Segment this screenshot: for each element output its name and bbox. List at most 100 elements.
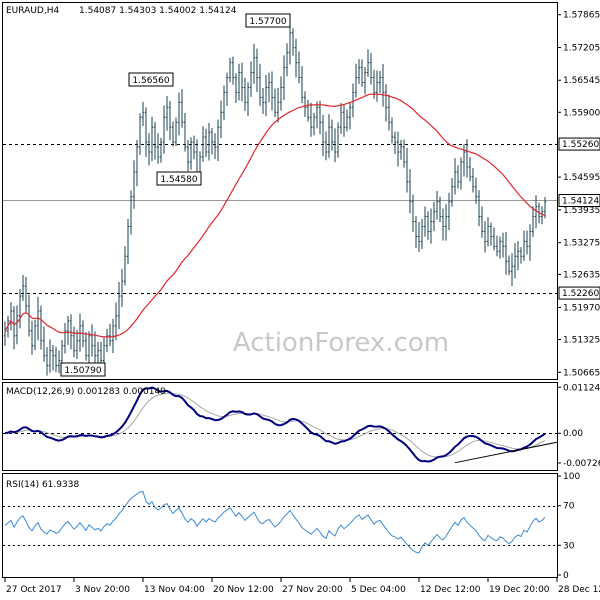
candle bbox=[360, 59, 364, 87]
candle bbox=[150, 116, 154, 162]
candle bbox=[354, 63, 358, 98]
candle bbox=[156, 133, 160, 164]
candle bbox=[219, 100, 223, 139]
x-tick-label: 27 Nov 20:00 bbox=[282, 585, 343, 595]
macd-signal-line bbox=[4, 392, 546, 458]
candle bbox=[534, 195, 538, 229]
level-label: 1.52260 bbox=[562, 289, 599, 299]
candle bbox=[201, 126, 205, 162]
candle bbox=[285, 43, 289, 77]
candle bbox=[438, 196, 442, 223]
macd-tick-label: 0.00 bbox=[563, 429, 583, 439]
candle bbox=[327, 114, 331, 158]
candle bbox=[303, 91, 307, 118]
candle bbox=[417, 221, 421, 253]
annotation-box bbox=[156, 171, 202, 186]
x-axis: 27 Oct 2017 3 Nov 20:00 13 Nov 04:00 20 Nov… bbox=[4, 577, 600, 595]
candle bbox=[144, 107, 148, 157]
candle bbox=[348, 102, 352, 130]
candle bbox=[369, 52, 373, 85]
candle bbox=[336, 122, 340, 158]
candle bbox=[402, 139, 406, 168]
x-tick-label: 19 Dec 20:00 bbox=[489, 585, 550, 595]
macd-tick-label: -0.007263 bbox=[563, 459, 600, 469]
annotation: 1.50790 bbox=[60, 362, 106, 377]
candle bbox=[255, 48, 259, 93]
candle bbox=[378, 71, 382, 94]
candle bbox=[300, 66, 304, 104]
candle bbox=[237, 63, 241, 101]
candle bbox=[180, 89, 184, 128]
candle bbox=[384, 84, 388, 122]
candle bbox=[525, 230, 529, 255]
candle bbox=[405, 147, 409, 193]
candle bbox=[87, 331, 91, 365]
candle bbox=[162, 105, 166, 154]
candle bbox=[210, 128, 214, 155]
candle bbox=[123, 246, 127, 286]
current-price-box bbox=[558, 194, 600, 207]
candle bbox=[153, 121, 157, 160]
candle bbox=[105, 328, 109, 353]
candle bbox=[420, 218, 424, 250]
candle bbox=[513, 243, 517, 279]
candle bbox=[90, 324, 94, 357]
candle bbox=[186, 140, 190, 172]
candle bbox=[282, 55, 286, 100]
candle bbox=[342, 103, 346, 137]
candle bbox=[456, 165, 460, 189]
annotation-label: 1.50790 bbox=[64, 366, 101, 376]
candle bbox=[249, 61, 253, 97]
annotation-box bbox=[128, 72, 174, 87]
price-ma bbox=[4, 93, 546, 338]
candle bbox=[261, 87, 265, 114]
candle bbox=[159, 137, 163, 163]
candle bbox=[192, 135, 196, 160]
candle bbox=[267, 72, 271, 103]
macd-tick-label: 0.011247 bbox=[563, 383, 600, 393]
candle bbox=[108, 323, 112, 347]
candle bbox=[351, 83, 355, 118]
candle bbox=[216, 119, 220, 162]
price-axis: 1.57865 1.57205 1.56545 1.55900 1.54595 1.539… bbox=[557, 11, 600, 378]
rsi-tick-label: 30 bbox=[563, 541, 575, 551]
candle bbox=[480, 206, 484, 238]
x-tick-label: 28 Dec 12:00 bbox=[558, 585, 600, 595]
candle bbox=[507, 255, 511, 276]
candle bbox=[120, 269, 124, 308]
candle bbox=[381, 63, 385, 107]
price-tick-label: 1.51970 bbox=[563, 303, 600, 313]
level-box bbox=[558, 137, 600, 151]
candle bbox=[390, 117, 394, 144]
candle bbox=[54, 346, 58, 373]
candle bbox=[228, 57, 232, 83]
candle bbox=[75, 330, 79, 360]
price-tick-label: 1.56545 bbox=[563, 76, 600, 86]
candle bbox=[72, 326, 76, 358]
candle bbox=[291, 28, 295, 56]
candle bbox=[501, 232, 505, 258]
candle bbox=[477, 190, 481, 227]
rsi-tick-label: 100 bbox=[563, 472, 580, 482]
candle bbox=[393, 131, 397, 154]
candle bbox=[222, 85, 226, 121]
candle bbox=[495, 235, 499, 257]
rsi-line bbox=[4, 491, 546, 554]
annotation-label: 1.57700 bbox=[249, 17, 286, 27]
annotation-label: 1.56560 bbox=[132, 76, 169, 86]
price-tick-label: 1.50665 bbox=[563, 368, 600, 378]
candle bbox=[312, 112, 316, 136]
price-candles bbox=[3, 19, 547, 376]
candle bbox=[12, 306, 16, 350]
watermark: ActionForex.com bbox=[233, 328, 449, 358]
candle bbox=[9, 302, 13, 331]
price-tick-label: 1.57205 bbox=[563, 43, 600, 53]
candle bbox=[231, 56, 235, 85]
price-tick-label: 1.51325 bbox=[563, 336, 600, 346]
candle bbox=[459, 157, 463, 190]
candle bbox=[447, 192, 451, 230]
chart-header-symbol: EURAUD,H4 bbox=[6, 6, 59, 16]
candle bbox=[174, 117, 178, 147]
rsi-label: RSI(14) 61.9338 bbox=[6, 480, 79, 490]
candle bbox=[309, 102, 313, 137]
